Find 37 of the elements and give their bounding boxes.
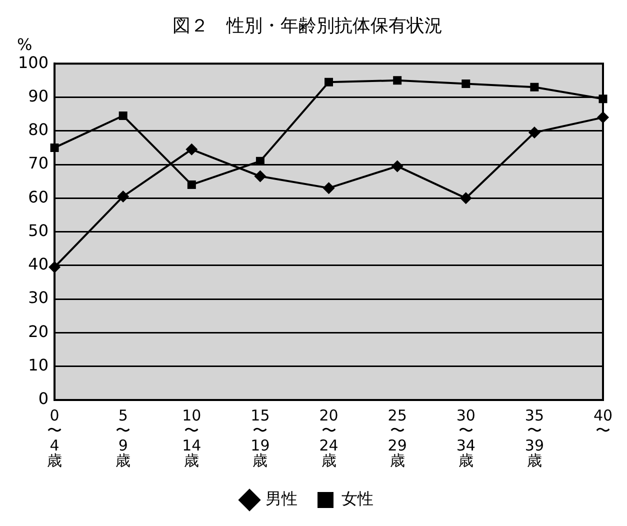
x-tick-label: 10 〜 14 歳: [182, 406, 202, 470]
point: [462, 80, 470, 88]
legend-label: 男性: [266, 489, 298, 508]
x-tick-label: 5 〜 9 歳: [116, 406, 131, 470]
y-tick-label: 100: [18, 52, 49, 72]
x-tick-label: 0 〜 4 歳: [47, 406, 62, 470]
x-tick-label: 40 〜: [593, 406, 613, 440]
point: [393, 76, 402, 85]
legend-label: 女性: [342, 489, 374, 508]
y-tick-label: 10: [28, 356, 49, 375]
chart-title: 図２ 性別・年齢別抗体保有状況: [172, 15, 442, 36]
point: [117, 190, 130, 202]
x-tick-label: 25 〜 29 歳: [388, 406, 407, 470]
point: [186, 143, 198, 156]
point: [528, 126, 540, 139]
point: [118, 112, 128, 120]
y-tick-label: 90: [28, 86, 49, 106]
point: [460, 192, 472, 204]
point: [324, 78, 334, 86]
point: [187, 180, 196, 189]
y-tick-label: 80: [28, 120, 49, 140]
x-tick-label: 20 〜 24 歳: [319, 406, 338, 470]
point: [391, 160, 404, 172]
y-tick-label: 40: [28, 254, 49, 274]
x-tick-label: 35 〜 39 歳: [524, 406, 544, 470]
y-tick-label: 70: [28, 154, 49, 173]
point: [254, 170, 266, 182]
y-tick-label: 0: [38, 389, 49, 408]
y-tick-label: 60: [28, 187, 49, 206]
y-tick-label: 30: [28, 288, 49, 308]
x-tick-label: 30 〜 34 歳: [456, 406, 476, 470]
x-tick-label: 15 〜 19 歳: [250, 406, 270, 470]
y-axis-title: %: [16, 34, 32, 54]
point: [530, 82, 539, 92]
y-tick-label: 20: [28, 322, 49, 341]
point: [322, 182, 335, 194]
y-tick-label: 50: [28, 220, 49, 240]
